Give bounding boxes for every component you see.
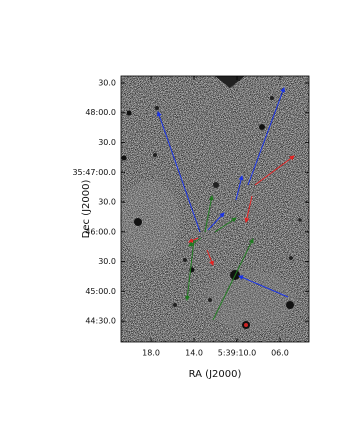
y-tick-label: 48:00.0 bbox=[85, 108, 116, 117]
x-tick-label: 5:39:10.0 bbox=[218, 349, 256, 358]
y-tick-label: 30.0 bbox=[98, 198, 116, 207]
sky-image bbox=[120, 76, 309, 342]
x-tick-label: 06.0 bbox=[271, 349, 289, 358]
y-tick-label: 30.0 bbox=[98, 138, 116, 147]
y-tick-label: 44:30.0 bbox=[85, 317, 116, 326]
y-tick-label: 45:00.0 bbox=[85, 287, 116, 296]
y-tick-label: 35:47:00.0 bbox=[72, 168, 116, 177]
plot-frame bbox=[120, 75, 310, 343]
motion-arrows bbox=[156, 87, 295, 321]
x-tick-label: 14.0 bbox=[185, 349, 203, 358]
y-axis-label: Dec (J2000) bbox=[81, 180, 92, 239]
y-tick-label: 30.0 bbox=[98, 78, 116, 87]
x-tick-label: 18.0 bbox=[142, 349, 160, 358]
y-tick-label: 46:00.0 bbox=[85, 227, 116, 236]
x-axis-label: RA (J2000) bbox=[189, 369, 242, 380]
y-tick-label: 30.0 bbox=[98, 257, 116, 266]
